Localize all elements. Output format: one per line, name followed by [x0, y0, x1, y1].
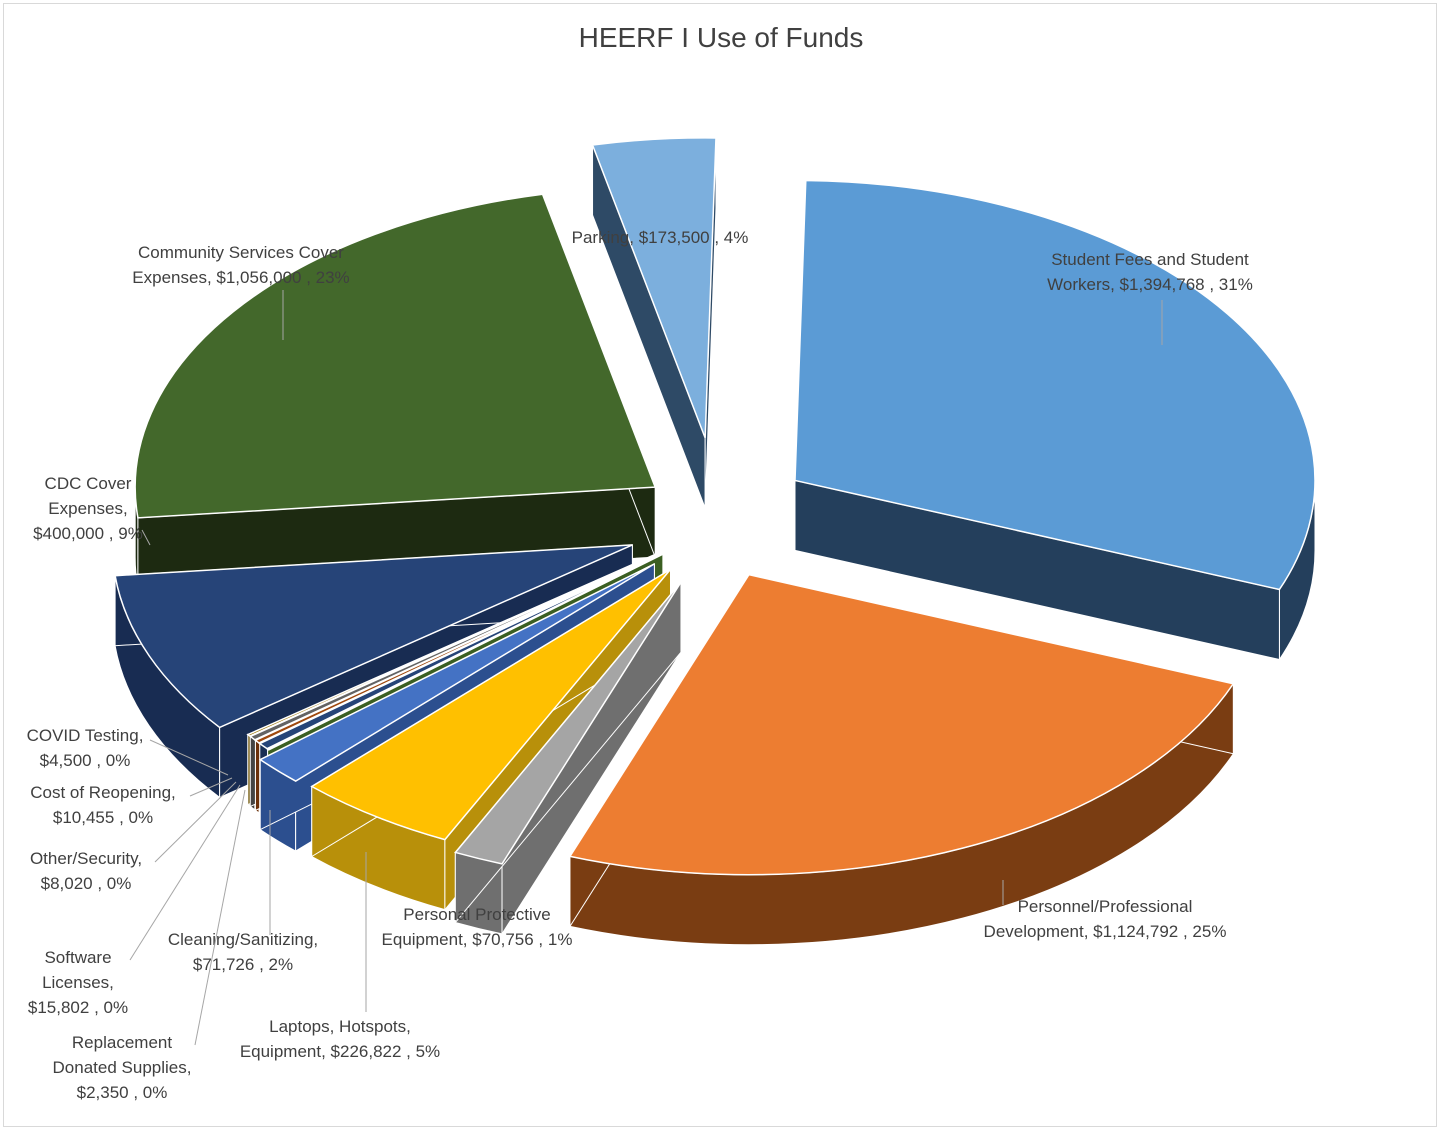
data-label: Personnel/Professional Development, $1,12… — [984, 897, 1227, 941]
data-label: Replacement Donated Supplies, $2,350 , 0% — [53, 1033, 192, 1102]
leader-line — [195, 790, 245, 1045]
data-label: Laptops, Hotspots, Equipment, $226,822 , … — [240, 1017, 440, 1061]
data-label: Other/Security, $8,020 , 0% — [30, 849, 142, 893]
data-label: Parking, $173,500 , 4% — [572, 228, 749, 247]
data-label: Software Licenses, $15,802 , 0% — [28, 948, 128, 1017]
data-label: Cost of Reopening, $10,455 , 0% — [30, 783, 176, 827]
data-label: CDC Cover Expenses, $400,000 , 9% — [33, 474, 143, 543]
data-label: COVID Testing, $4,500 , 0% — [27, 726, 144, 770]
data-label: Cleaning/Sanitizing, $71,726 , 2% — [168, 930, 318, 974]
